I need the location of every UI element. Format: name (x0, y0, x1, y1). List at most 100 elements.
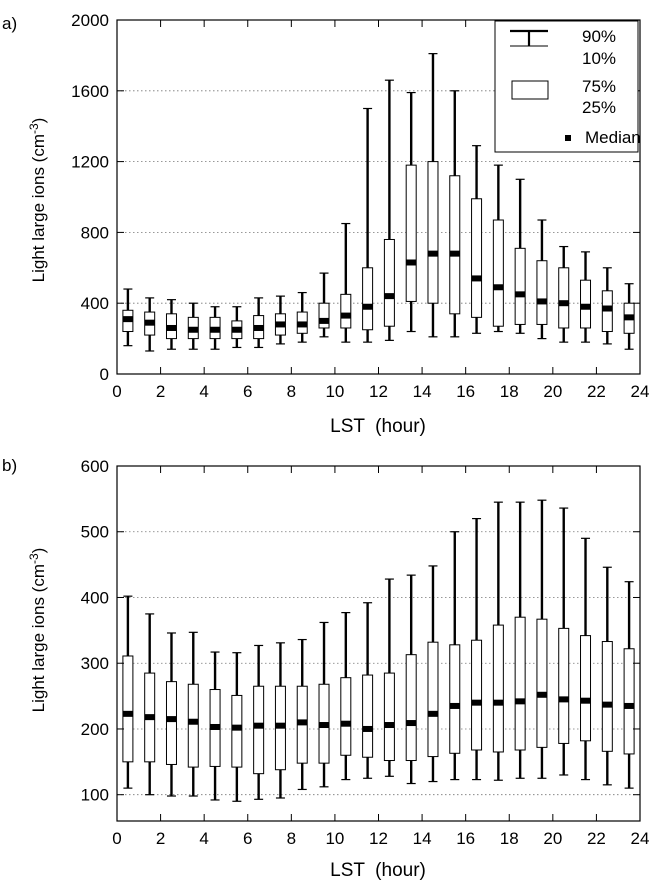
x-tick-label: 20 (543, 382, 562, 401)
median-mark (122, 710, 133, 717)
median-mark (406, 720, 417, 727)
x-tick-label: 24 (631, 382, 650, 401)
x-tick-label: 10 (325, 382, 344, 401)
median-mark (384, 293, 395, 300)
x-tick-label: 18 (500, 382, 519, 401)
x-tick-label: 12 (369, 829, 388, 848)
iqr-box (383, 238, 395, 327)
boxplots-a (122, 53, 635, 352)
median-mark (515, 698, 526, 705)
median-mark (297, 719, 308, 726)
y-axis-label-a: Light large ions (cm-3) (27, 118, 48, 283)
legend-25: 25% (582, 98, 616, 117)
median-mark (449, 250, 460, 257)
median-mark (188, 326, 199, 333)
iqr-box (514, 616, 526, 751)
x-tick-label: 12 (369, 382, 388, 401)
median-mark (471, 699, 482, 706)
y-axis-label-b-close: ) (29, 548, 48, 554)
grid-lines-b (117, 531, 640, 796)
x-axis-label-a: LST (hour) (330, 416, 426, 437)
iqr-box (427, 641, 439, 758)
grid-lines-a (117, 90, 640, 304)
median-mark (188, 718, 199, 725)
y-tick-label: 300 (81, 654, 109, 673)
median-mark (340, 720, 351, 727)
iqr-box (449, 175, 461, 315)
median-mark (362, 725, 373, 732)
y-tick-label: 0 (100, 365, 109, 384)
iqr-box (514, 247, 526, 325)
iqr-box (383, 672, 395, 762)
median-mark (624, 314, 635, 321)
x-tick-label: 24 (631, 829, 650, 848)
y-axis-label-a-sup: -3 (27, 123, 41, 134)
median-mark (210, 326, 221, 333)
median-mark (602, 701, 613, 708)
median-mark (231, 724, 242, 731)
y-tick-label: 100 (81, 786, 109, 805)
median-mark (471, 275, 482, 282)
iqr-box (405, 164, 417, 302)
y-axis-label-b-sup: -3 (27, 553, 41, 564)
x-tick-label: 4 (199, 382, 208, 401)
median-mark (319, 722, 330, 729)
iqr-box (449, 644, 461, 754)
median-mark (427, 250, 438, 257)
median-mark (297, 321, 308, 328)
median-mark (449, 702, 460, 709)
iqr-box (187, 683, 199, 768)
x-tick-label: 16 (456, 382, 475, 401)
median-mark (558, 696, 569, 703)
y-tick-label: 800 (81, 223, 109, 242)
x-tick-label: 0 (112, 382, 121, 401)
x-tick-label: 6 (243, 382, 252, 401)
iqr-box (231, 694, 243, 768)
iqr-box (558, 267, 570, 329)
legend: 90% 10% 75% 25% Median (494, 20, 641, 153)
y-axis-label-b-text: Light large ions (cm (29, 564, 48, 712)
y-tick-label: 400 (81, 588, 109, 607)
median-mark (580, 697, 591, 704)
boxplots-b (122, 499, 635, 802)
y-ticks-a: 0 400 800 1200 1600 2000 (71, 11, 640, 384)
median-mark (406, 259, 417, 266)
y-axis-label-a-close: ) (29, 118, 48, 124)
iqr-box (340, 677, 352, 756)
x-tick-label: 22 (587, 829, 606, 848)
x-tick-label: 8 (287, 829, 296, 848)
legend-whisker-symbol (510, 29, 548, 47)
median-mark (275, 321, 286, 328)
median-mark (558, 300, 569, 307)
iqr-box (558, 627, 570, 744)
legend-median: Median (585, 128, 641, 147)
median-mark (580, 303, 591, 310)
iqr-box (362, 267, 374, 331)
iqr-box (362, 674, 374, 758)
median-mark (122, 316, 133, 323)
iqr-box (492, 219, 504, 327)
median-mark (536, 691, 547, 698)
iqr-box (536, 260, 548, 325)
y-ticks-b: 100 200 300 400 500 600 (81, 457, 640, 805)
median-mark (427, 710, 438, 717)
median-mark (231, 326, 242, 333)
x-tick-label: 16 (456, 829, 475, 848)
iqr-box (601, 641, 613, 752)
iqr-box (623, 648, 635, 755)
iqr-box (122, 655, 134, 763)
x-tick-label: 6 (243, 829, 252, 848)
iqr-box (536, 618, 548, 748)
panel-b: b) Light large ions (cm-3) 1002003004005… (2, 456, 649, 881)
median-mark (536, 298, 547, 305)
x-axis-label-b: LST (hour) (330, 860, 426, 881)
median-mark (362, 303, 373, 310)
iqr-box (253, 685, 265, 775)
median-mark (253, 722, 264, 729)
y-tick-label: 400 (81, 294, 109, 313)
median-mark (493, 699, 504, 706)
legend-median-symbol (565, 135, 571, 141)
legend-box-symbol (511, 80, 549, 100)
y-tick-label: 1600 (71, 82, 109, 101)
